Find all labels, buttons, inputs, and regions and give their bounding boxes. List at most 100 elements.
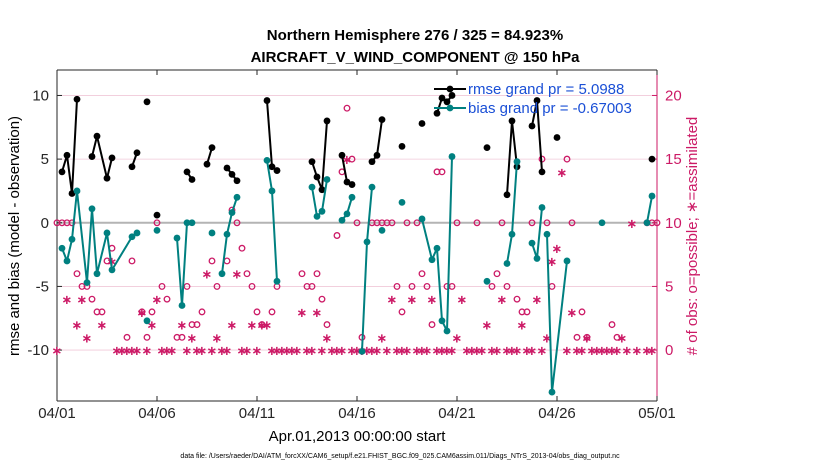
- obs-possible-marker: [563, 155, 571, 163]
- bias-point: [338, 216, 346, 224]
- obs-possible-marker: [223, 257, 231, 265]
- obs-assimilated-marker: ∗: [77, 293, 88, 308]
- rmse-point: [103, 174, 111, 182]
- obs-possible-marker: [183, 282, 191, 290]
- obs-assimilated-marker: ∗: [302, 344, 313, 359]
- bias-line-segment: [311, 179, 328, 219]
- obs-assimilated-marker: ∗: [382, 344, 393, 359]
- rmse-point: [268, 163, 276, 171]
- bias-point: [188, 219, 196, 227]
- chart-title-line1: Northern Hemisphere 276 / 325 = 84.923%: [267, 27, 563, 44]
- obs-assimilated-marker: ∗: [417, 344, 428, 359]
- legend-label-bias: bias grand pr = -0.67003: [468, 100, 632, 117]
- rmse-point: [228, 170, 236, 178]
- rmse-point: [528, 122, 536, 130]
- obs-assimilated-marker: ∗: [222, 344, 233, 359]
- obs-assimilated-marker: ∗: [472, 344, 483, 359]
- bias-point: [543, 230, 551, 238]
- rmse-point: [398, 142, 406, 150]
- bias-point: [418, 215, 426, 223]
- obs-assimilated-marker: ∗: [327, 344, 338, 359]
- obs-possible-marker: [318, 295, 326, 303]
- obs-assimilated-marker: ∗: [542, 331, 553, 346]
- bias-point: [508, 230, 516, 238]
- obs-possible-marker: [613, 333, 621, 341]
- obs-possible-marker: [123, 333, 131, 341]
- obs-assimilated-marker: ∗: [602, 344, 613, 359]
- x-axis-label: Apr.01,2013 00:00:00 start: [269, 428, 447, 445]
- obs-assimilated-marker: ∗: [242, 344, 253, 359]
- obs-assimilated-marker: ∗: [512, 344, 523, 359]
- obs-possible-marker: [498, 219, 506, 227]
- obs-possible-marker: [573, 333, 581, 341]
- rmse-point: [93, 132, 101, 140]
- obs-possible-marker: [138, 308, 146, 316]
- obs-possible-marker: [233, 219, 241, 227]
- obs-possible-marker: [453, 219, 461, 227]
- obs-possible-marker: [353, 219, 361, 227]
- bias-point: [143, 317, 151, 325]
- rmse-point: [448, 92, 456, 99]
- bias-line-segment: [221, 196, 238, 274]
- bias-point: [428, 256, 436, 264]
- rmse-point: [73, 95, 81, 103]
- rmse-line-segment: [91, 135, 113, 179]
- obs-assimilated-marker: ∗: [432, 344, 443, 359]
- obs-assimilated-marker: ∗: [272, 344, 283, 359]
- obs-assimilated-marker: ∗: [312, 306, 323, 321]
- obs-assimilated-marker: ∗: [397, 344, 408, 359]
- obs-possible-marker: [158, 282, 166, 290]
- obs-assimilated-marker: ∗: [177, 319, 188, 334]
- bias-point: [398, 199, 406, 206]
- obs-possible-marker: [473, 219, 481, 227]
- bias-point: [533, 255, 541, 262]
- obs-possible-marker: [388, 219, 396, 227]
- obs-possible-marker: [423, 282, 431, 290]
- obs-assimilated-marker: ∗: [232, 268, 243, 283]
- obs-possible-marker: [253, 308, 261, 316]
- obs-assimilated-marker: ∗: [167, 344, 178, 359]
- bias-point: [83, 279, 91, 287]
- obs-assimilated-marker: ∗: [597, 344, 608, 359]
- obs-possible-marker: [238, 244, 246, 252]
- rmse-point: [58, 168, 66, 176]
- bias-point: [263, 156, 271, 164]
- bias-point: [318, 207, 326, 215]
- obs-assimilated-marker: ∗: [492, 344, 503, 359]
- obs-assimilated-marker: ∗: [562, 344, 573, 359]
- obs-assimilated-marker: ∗: [522, 344, 533, 359]
- bias-point: [643, 219, 651, 227]
- obs-assimilated-marker: ∗: [517, 319, 528, 334]
- obs-assimilated-marker: ∗: [367, 344, 378, 359]
- bias-point: [348, 193, 356, 201]
- obs-assimilated-marker: ∗: [377, 331, 388, 346]
- obs-possible-marker: [73, 270, 81, 278]
- rmse-point: [223, 164, 231, 172]
- obs-assimilated-marker: ∗: [627, 217, 638, 232]
- rmse-point: [318, 186, 326, 194]
- obs-assimilated-marker: ∗: [337, 344, 348, 359]
- bias-point: [58, 244, 66, 252]
- bias-point: [378, 227, 386, 234]
- obs-assimilated-marker: ∗: [352, 344, 363, 359]
- obs-assimilated-marker: ∗: [247, 319, 258, 334]
- obs-assimilated-marker: ∗: [157, 344, 168, 359]
- obs-possible-marker: [98, 308, 106, 316]
- obs-possible-marker: [243, 270, 251, 278]
- obs-assimilated-marker: ∗: [587, 344, 598, 359]
- rmse-point: [553, 134, 561, 141]
- rmse-point: [533, 97, 541, 104]
- rmse-point: [183, 168, 191, 176]
- bias-point: [483, 277, 491, 285]
- obs-assimilated-marker: ∗: [322, 331, 333, 346]
- bias-point: [133, 229, 141, 237]
- obs-possible-marker: [393, 282, 401, 290]
- obs-possible-marker: [298, 270, 306, 278]
- rmse-point: [63, 151, 71, 159]
- bias-point: [273, 277, 281, 285]
- obs-assimilated-marker: ∗: [462, 344, 473, 359]
- obs-assimilated-marker: ∗: [452, 331, 463, 346]
- bias-line-segment: [531, 207, 543, 259]
- rmse-point: [433, 109, 441, 117]
- bias-line-segment: [176, 221, 192, 306]
